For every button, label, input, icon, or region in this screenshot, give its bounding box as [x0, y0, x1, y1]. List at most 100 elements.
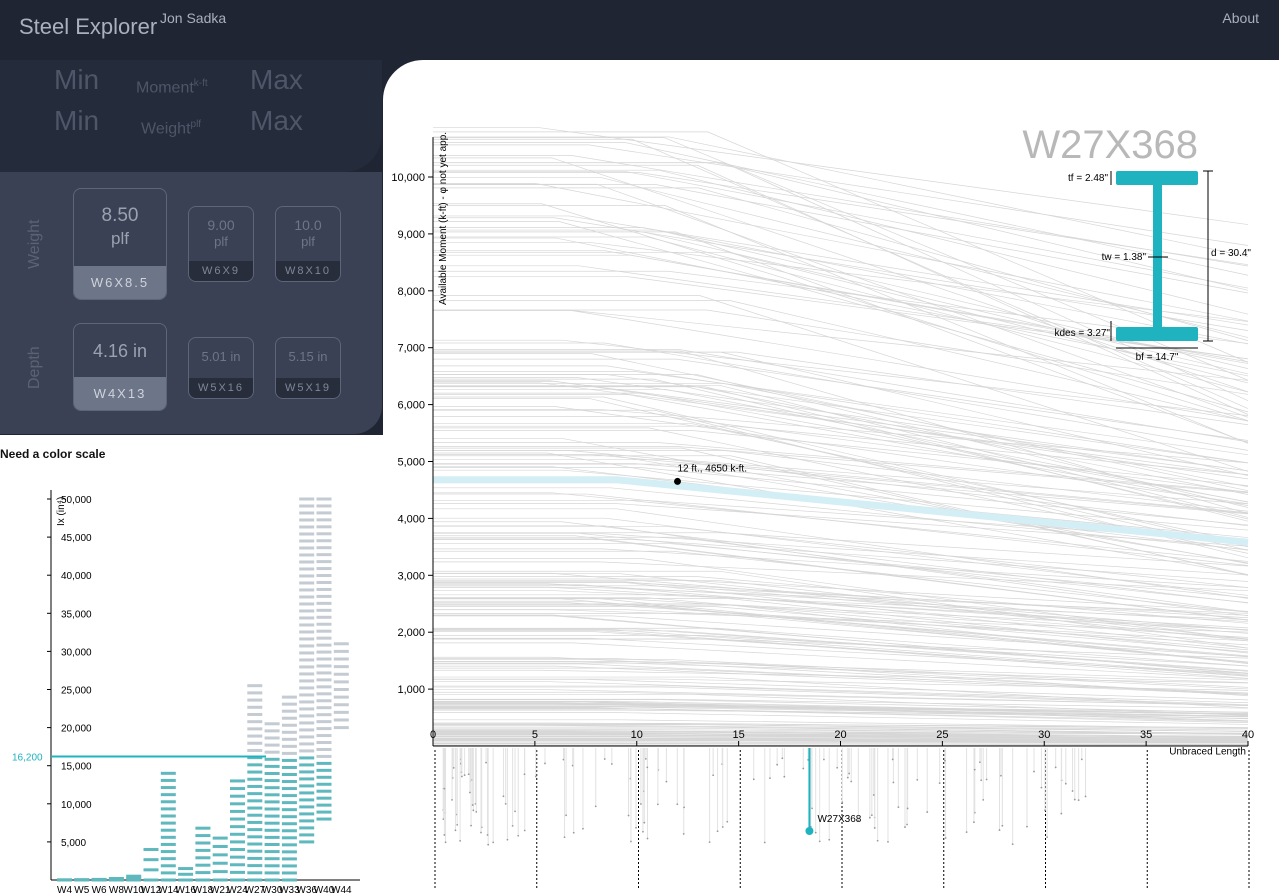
section-curve: [433, 628, 1249, 672]
section-curve: [433, 642, 1249, 680]
weight-dot: [712, 774, 715, 777]
weight-filter: Min Weightplf Max: [0, 105, 382, 145]
weight-dot: [523, 829, 526, 832]
section-curve: [433, 349, 1249, 443]
section-curve: [433, 597, 1249, 663]
weight-card-third[interactable]: 10.0 plf W8X10: [275, 206, 341, 282]
ix-bar-mark: [299, 525, 315, 529]
ix-bar-mark: [264, 764, 280, 768]
section-curve: [433, 600, 1249, 658]
weight-dot: [752, 778, 755, 781]
section-curve: [433, 499, 1249, 542]
ix-bar-mark: [247, 734, 263, 738]
y-tick-label: 9,000: [397, 229, 425, 241]
weight-dot: [944, 759, 946, 762]
ix-bar-mark: [247, 698, 263, 702]
ix-bar-mark: [264, 786, 280, 790]
weight-dot: [502, 795, 505, 798]
ix-bar-mark: [299, 602, 315, 606]
ix-bar-mark: [247, 684, 263, 688]
ix-bar-mark: [230, 840, 245, 844]
weight-dot: [973, 821, 975, 824]
section-curve: [433, 729, 1249, 734]
weight-dot: [944, 837, 947, 839]
ix-bar-mark: [299, 518, 315, 522]
section-curve: [433, 452, 1249, 575]
section-curve: [433, 517, 1249, 596]
weight-dot: [646, 837, 649, 840]
section-curve: [433, 521, 1249, 604]
section-curve: [433, 183, 1249, 322]
weight-dot: [470, 824, 472, 827]
weight-max-input[interactable]: Max: [250, 105, 303, 136]
ix-y-tick-label: 15,000: [61, 762, 92, 773]
ix-bar-mark: [333, 710, 349, 714]
section-curve: [433, 578, 1249, 612]
ix-bar-mark: [333, 703, 349, 707]
section-curve: [433, 300, 1249, 422]
section-curve: [433, 492, 1249, 562]
ix-bar-mark: [264, 864, 280, 868]
weight-dot: [802, 767, 805, 770]
section-curve: [433, 351, 1249, 426]
section-curve: [433, 423, 1249, 544]
moment-label: Momentk-ft: [136, 78, 208, 97]
section-curve: [433, 587, 1249, 614]
moment-chart[interactable]: 1,000 2,000 3,000 4,000 5,000 6,000 7,000 8,000…: [383, 60, 1279, 895]
weight-dot: [841, 801, 844, 804]
ix-bar-mark: [230, 809, 245, 813]
ix-bar-mark: [299, 700, 315, 704]
depth-card-second[interactable]: 5.01 in W5X16: [188, 337, 254, 399]
weight-dot: [642, 830, 644, 833]
ix-bar-mark: [160, 878, 176, 882]
about-link[interactable]: About: [1222, 10, 1259, 26]
section-curve: [433, 597, 1249, 651]
weight-dot: [627, 814, 630, 817]
section-curves: [433, 127, 1249, 747]
ix-bar-mark: [264, 722, 280, 726]
weight-card-second[interactable]: 9.00 plf W6X9: [188, 206, 254, 282]
section-curve: [433, 730, 1249, 737]
ix-bar-mark: [247, 878, 263, 882]
depth-card-third[interactable]: 5.15 in W5X19: [275, 337, 341, 399]
section-curve: [433, 667, 1249, 694]
weight-dot: [891, 758, 894, 761]
ix-bar-mark: [247, 799, 263, 803]
ix-bar-mark: [247, 770, 263, 774]
ix-bar-mark: [316, 664, 332, 668]
weight-dot: [776, 763, 779, 766]
x-tick-label: 30: [1038, 729, 1050, 741]
weight-card-lightest[interactable]: 8.50 plf W6X8.5: [73, 188, 167, 300]
ix-bar-mark: [160, 793, 176, 797]
ix-y-tick-label: 30,000: [61, 647, 92, 658]
weight-dot: [781, 757, 784, 760]
section-curve: [433, 730, 1249, 735]
ix-bar-mark: [230, 855, 245, 859]
section-curve: [433, 450, 1249, 512]
weight-dot: [640, 803, 642, 805]
depth-card-shallowest[interactable]: 4.16 in W4X13: [73, 323, 167, 411]
moment-max-input[interactable]: Max: [250, 64, 303, 95]
card-value: 4.16 in: [92, 341, 148, 361]
ix-bar-chart[interactable]: 5,000 10,000 15,000 20,000 25,000 30,000 35,00…: [0, 470, 383, 895]
section-curve: [433, 576, 1249, 624]
ix-y-tick-label: 20,000: [61, 724, 92, 735]
weight-min-input[interactable]: Min: [54, 105, 100, 136]
ix-bar-mark: [247, 871, 263, 875]
section-curve: [433, 606, 1249, 653]
ix-bar-mark: [264, 878, 280, 882]
moment-min-input[interactable]: Min: [54, 64, 100, 95]
card-section-name: W5X16: [189, 378, 253, 398]
section-curve: [433, 723, 1249, 731]
section-curve: [433, 164, 1249, 415]
ix-bar-mark: [281, 744, 297, 748]
ix-bar-mark: [299, 735, 315, 739]
ix-category-label: W44: [331, 885, 352, 895]
ix-bar-mark: [281, 758, 297, 762]
ix-bar-mark: [264, 821, 280, 825]
section-curve: [433, 534, 1249, 621]
ix-bar-mark: [299, 623, 315, 627]
moment-marker: [674, 477, 681, 485]
ix-bar-mark: [299, 805, 315, 809]
ix-bar-mark: [264, 757, 280, 761]
